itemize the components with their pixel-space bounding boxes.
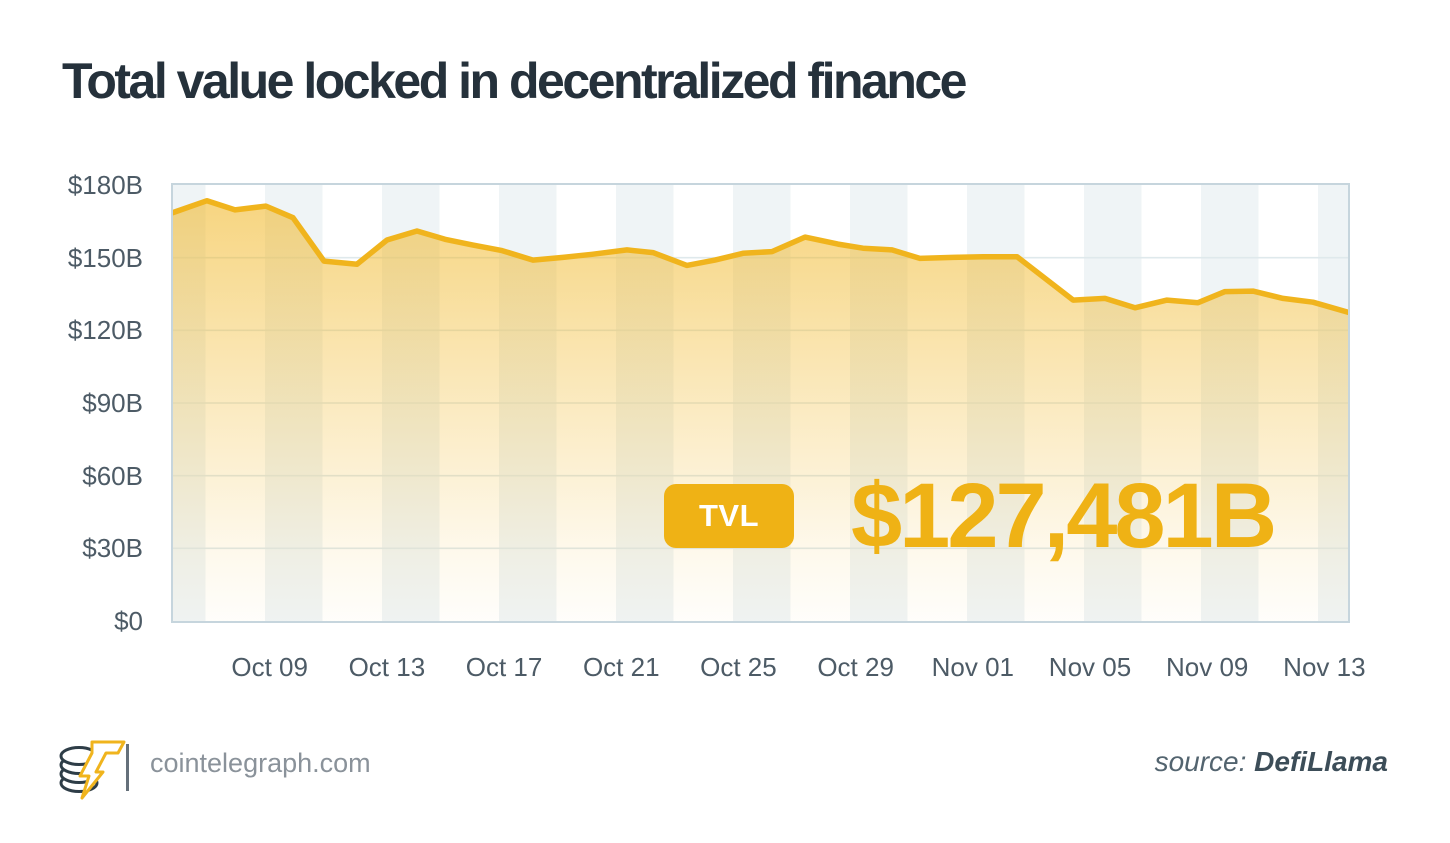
tvl-badge-label: TVL (698, 498, 760, 533)
x-axis-label: Oct 29 (817, 652, 894, 682)
x-axis-label: Oct 25 (700, 652, 777, 682)
y-axis-label: $150B (67, 242, 143, 273)
x-axis-label: Nov 01 (931, 652, 1015, 682)
tvl-area-fill (173, 200, 1348, 621)
chart-plot-area (171, 183, 1350, 623)
source-credit: source: DefiLlama (1155, 746, 1388, 778)
source-label: source: (1154, 746, 1247, 777)
y-axis-label: $30B (82, 533, 143, 564)
y-axis-label: $180B (67, 170, 143, 200)
x-axis-label: Oct 21 (582, 652, 660, 682)
x-axis-label: Nov 05 (1048, 652, 1132, 682)
source-name: DefiLlama (1254, 746, 1388, 777)
x-axis-label: Nov 13 (1283, 652, 1366, 682)
tvl-badge: TVL (664, 484, 794, 548)
site-label: cointelegraph.com (150, 748, 371, 778)
x-axis-label: Oct 13 (348, 652, 426, 682)
x-axis-label: Oct 09 (231, 652, 308, 682)
footer: cointelegraph.com source: DefiLlama (0, 730, 1450, 810)
y-axis-label: $0 (114, 606, 143, 636)
page-title: Total value locked in decentralized fina… (62, 53, 967, 109)
x-axis-label: Nov 09 (1165, 652, 1249, 682)
y-axis-label: $60B (82, 460, 143, 491)
y-axis-label: $90B (82, 388, 143, 418)
y-axis-label: $120B (67, 315, 143, 346)
footer-divider (126, 744, 129, 791)
x-axis-label: Oct 17 (465, 652, 543, 682)
tvl-value: $127,481B (851, 465, 1277, 567)
x-axis: Oct 09 Oct 13 Oct 17 Oct 21 Oct 25 Oct 29 Nov … (173, 652, 1365, 692)
y-axis: $180B $150B $120B $90B $60B $30B $0 (0, 170, 143, 636)
tvl-line-series (173, 197, 1348, 315)
cointelegraph-logo-icon (59, 740, 126, 800)
tvl-area-chart (173, 197, 1348, 621)
